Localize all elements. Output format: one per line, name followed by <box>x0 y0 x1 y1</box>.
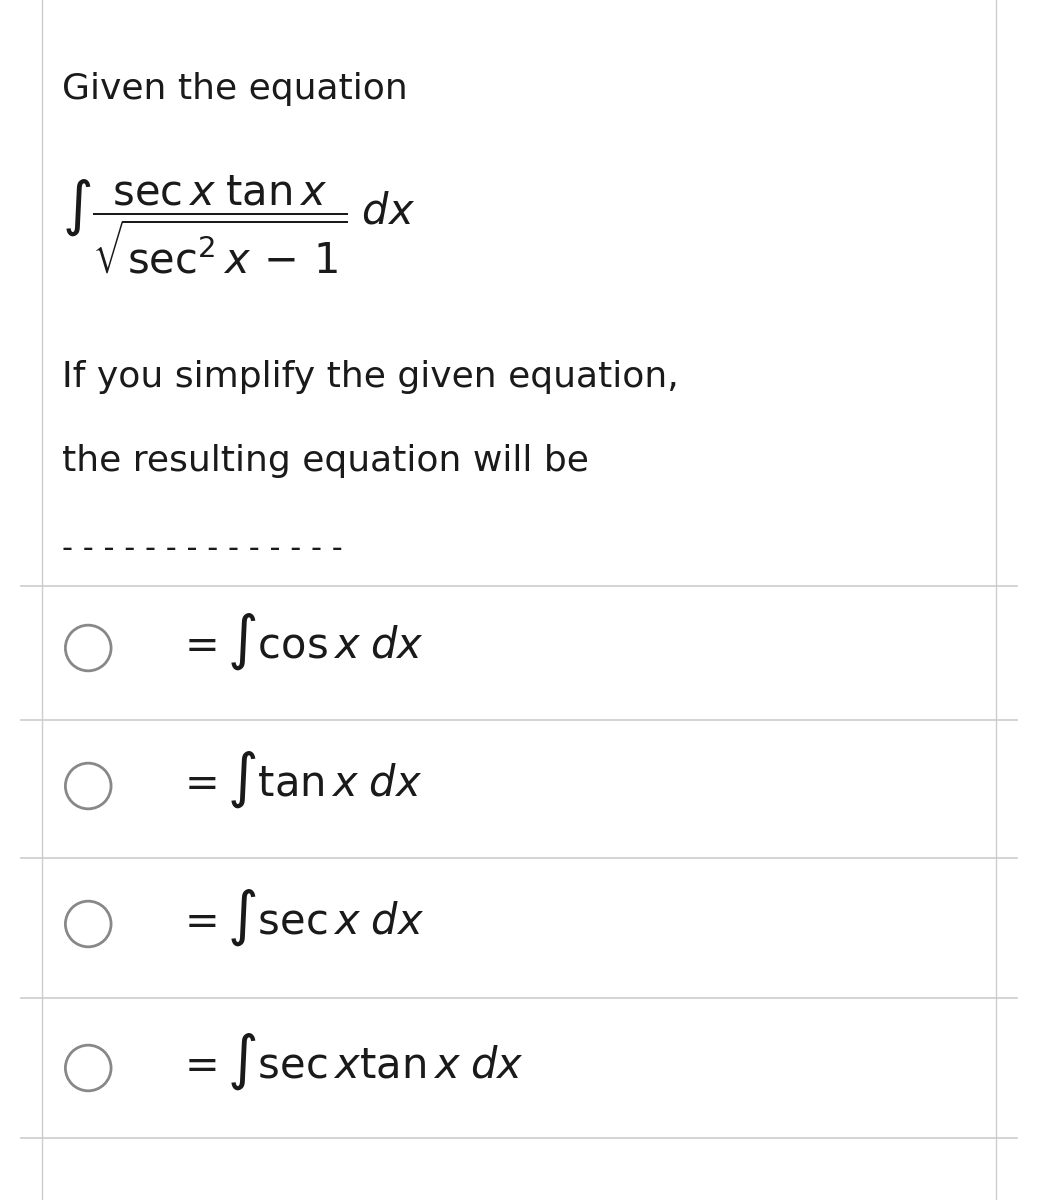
Text: the resulting equation will be: the resulting equation will be <box>62 444 590 478</box>
Text: - - - - - - - - - - - - - -: - - - - - - - - - - - - - - <box>62 534 343 563</box>
Text: Given the equation: Given the equation <box>62 72 408 106</box>
Text: $= \int \tan x \; dx$: $= \int \tan x \; dx$ <box>176 750 422 810</box>
Text: $= \int \cos x \; dx$: $= \int \cos x \; dx$ <box>176 612 425 672</box>
Text: $\int \dfrac{\sec x\; \tan x}{\sqrt{\sec^2 x\, -\, 1}} \; dx$: $\int \dfrac{\sec x\; \tan x}{\sqrt{\sec… <box>62 174 415 276</box>
Text: $= \int \sec x \; dx$: $= \int \sec x \; dx$ <box>176 888 425 948</box>
Text: $= \int \sec x \tan x \; dx$: $= \int \sec x \tan x \; dx$ <box>176 1032 524 1092</box>
Text: If you simplify the given equation,: If you simplify the given equation, <box>62 360 679 394</box>
